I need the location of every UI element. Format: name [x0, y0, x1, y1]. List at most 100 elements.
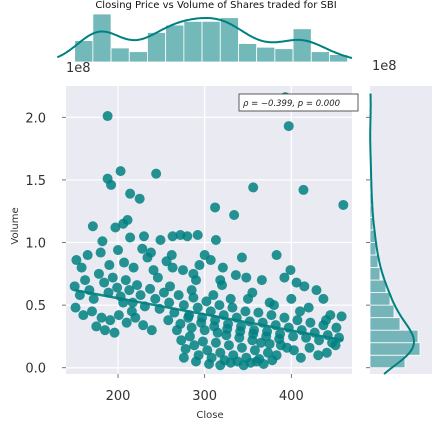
- scatter-point: [225, 293, 236, 304]
- scatter-point: [202, 345, 213, 356]
- scatter-point: [178, 265, 188, 276]
- scatter-point: [201, 296, 212, 307]
- y-ticks: 0.0 0.5 1.0 1.5 2.0: [25, 111, 66, 377]
- scatter-point: [262, 347, 273, 358]
- scatter-point: [176, 335, 187, 346]
- scatter-point: [124, 285, 135, 296]
- scatter-point: [122, 214, 133, 225]
- right-hist-bar: [369, 279, 387, 294]
- top-hist-bar: [310, 51, 330, 63]
- scatter-point: [121, 317, 132, 328]
- scatter-point: [110, 222, 121, 233]
- scatter-point: [288, 331, 299, 342]
- scatter-point: [173, 290, 184, 301]
- right-density-curve: [369, 93, 416, 375]
- scatter-point: [199, 250, 210, 261]
- right-hist-bar: [369, 254, 379, 268]
- scatter-point: [225, 357, 236, 368]
- scatter-point: [106, 179, 117, 190]
- scatter-point: [175, 230, 186, 241]
- scatter-point: [295, 352, 306, 363]
- scatter-point: [196, 317, 207, 328]
- scatter-point: [199, 325, 210, 336]
- scatter-point: [95, 247, 106, 258]
- right-marginal-histogram: [366, 91, 421, 375]
- scatter-point: [336, 311, 347, 322]
- y-tick-label: 1.0: [25, 237, 46, 252]
- scatter-point: [148, 265, 159, 276]
- scatter-point: [192, 230, 203, 241]
- scatter-point: [91, 321, 102, 332]
- scatter-point: [192, 302, 203, 313]
- annotation-text: ρ = −0.399, p = 0.000: [243, 99, 340, 109]
- top-hist-bar: [219, 17, 239, 63]
- scatter-point: [295, 306, 305, 317]
- scatter-point: [282, 342, 292, 353]
- scatter-point: [303, 302, 314, 313]
- scatter-point: [301, 332, 312, 343]
- scatter-point: [271, 350, 282, 361]
- scatter-point: [135, 290, 146, 301]
- scatter-point: [109, 327, 120, 338]
- x-tick-label: 300: [192, 389, 217, 404]
- scatter-point: [223, 340, 234, 351]
- scatter-point: [125, 188, 136, 199]
- scatter-point: [210, 337, 221, 348]
- top-density-curve: [56, 17, 353, 59]
- scatter-point: [305, 317, 316, 328]
- scatter-point: [120, 275, 131, 286]
- y-tick-label: 1.5: [25, 174, 46, 189]
- scatter-point: [264, 338, 275, 349]
- top-hist-bar: [183, 20, 203, 63]
- scatter-point: [229, 209, 240, 220]
- scatter-point: [188, 292, 199, 303]
- scatter-point: [304, 342, 315, 353]
- scatter-point: [241, 272, 252, 283]
- scatter-point: [164, 297, 175, 308]
- scatter-point: [186, 285, 197, 296]
- scatter-point: [125, 232, 136, 243]
- scatter-point: [163, 315, 174, 326]
- y-tick-label: 2.0: [25, 111, 46, 126]
- right-hist-bar: [369, 267, 381, 281]
- scatter-point: [210, 235, 221, 246]
- scatter-point: [209, 321, 220, 332]
- scatter-point: [283, 121, 294, 132]
- scatter-point: [321, 315, 331, 326]
- right-hist-bar: [369, 317, 401, 331]
- scatter-point: [208, 290, 219, 301]
- scatter-point: [158, 287, 169, 298]
- scatter-point: [251, 356, 262, 367]
- scatter-point: [71, 255, 82, 266]
- scatter-point: [215, 347, 226, 358]
- top-hist-bar: [274, 48, 294, 63]
- scatter-point: [230, 270, 241, 281]
- scatter-point: [184, 331, 195, 342]
- scatter-point: [227, 302, 238, 313]
- scatter-point: [330, 340, 341, 351]
- scatter-point: [256, 275, 267, 286]
- scatter-point: [151, 168, 162, 179]
- scatter-point: [132, 280, 143, 291]
- scatter-point: [313, 350, 324, 361]
- annotation-box: [238, 93, 359, 112]
- scatter-point: [80, 275, 91, 286]
- scatter-point: [215, 360, 226, 371]
- scatter-point: [105, 315, 116, 326]
- scatter-point: [113, 245, 123, 256]
- scatter-point: [274, 333, 285, 344]
- right-hist-bar: [369, 242, 377, 256]
- scatter-point: [146, 325, 157, 336]
- scatter-point: [217, 262, 228, 273]
- scatter-point: [134, 193, 145, 204]
- scatter-point: [321, 347, 332, 358]
- top-hist-bar: [201, 20, 221, 63]
- scatter-point: [269, 300, 279, 311]
- scatter-point: [261, 331, 272, 342]
- y-offset-text: 1e8: [66, 61, 91, 76]
- scatter-point: [248, 182, 259, 193]
- top-hist-bar: [238, 43, 258, 63]
- scatter-point: [314, 335, 325, 346]
- scatter-point: [249, 345, 260, 356]
